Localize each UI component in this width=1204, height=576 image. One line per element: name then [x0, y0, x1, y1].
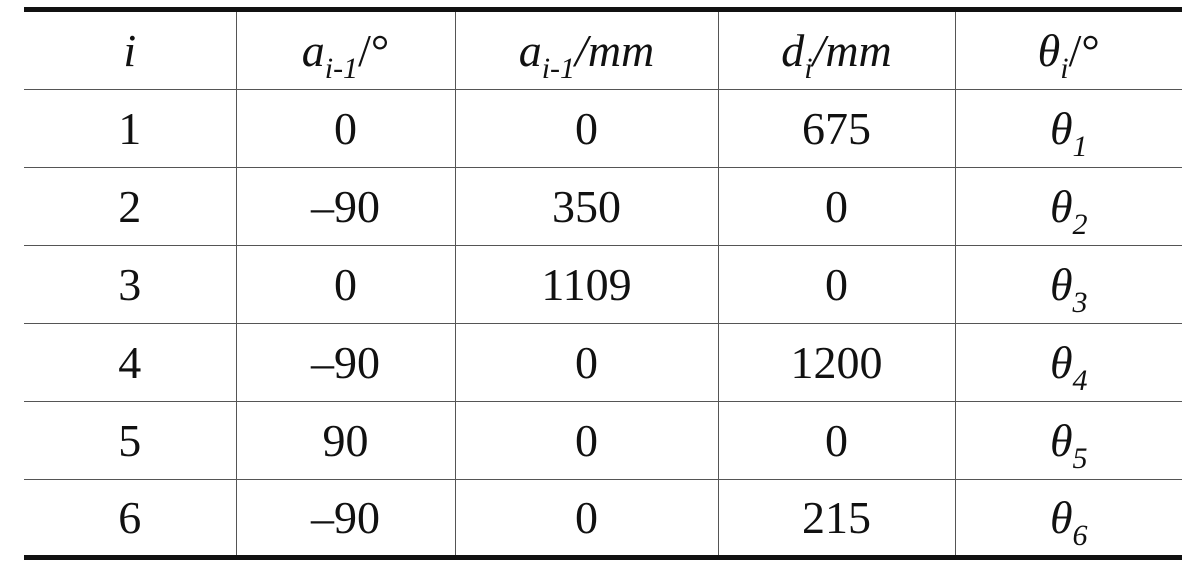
- subscript: 5: [1072, 442, 1088, 475]
- cell-text: 0: [334, 259, 357, 310]
- cell-text: 0: [825, 415, 848, 466]
- subscript: i-1: [324, 52, 359, 85]
- table-cell: 0: [717, 167, 956, 246]
- unit: /°: [358, 25, 390, 76]
- cell-text: 0: [825, 259, 848, 310]
- subscript: 4: [1072, 364, 1088, 397]
- table-row: 4 –90 0 1200 θ4: [24, 323, 1182, 402]
- table-row: 6 –90 0 215 θ6: [24, 479, 1182, 558]
- symbol: θ: [1049, 415, 1073, 466]
- table-header: i ai-1/° ai-1/mm di/mm θi/°: [24, 9, 1182, 90]
- table-cell: θ4: [954, 323, 1182, 402]
- subscript: 3: [1072, 286, 1088, 319]
- table-cell: 0: [454, 323, 719, 402]
- table-cell: 1200: [717, 323, 956, 402]
- table-cell: 0: [235, 245, 456, 324]
- cell-text: 6: [118, 492, 142, 543]
- cell-text: 350: [552, 181, 621, 232]
- header-cell: ai-1/°: [235, 9, 456, 90]
- cell-text: 90: [322, 415, 369, 466]
- cell-text: 0: [825, 181, 848, 232]
- table-cell: 0: [454, 89, 719, 168]
- table-cell: 0: [235, 89, 456, 168]
- cell-text: 1200: [790, 337, 883, 388]
- cell-text: 215: [802, 492, 871, 543]
- header-cell: i: [24, 9, 237, 90]
- table-cell: θ2: [954, 167, 1182, 246]
- subscript: 2: [1072, 208, 1088, 241]
- table-cell: 1109: [454, 245, 719, 324]
- cell-text: 0: [575, 103, 598, 154]
- symbol: i: [123, 25, 137, 76]
- cell-text: 5: [118, 415, 142, 466]
- table-cell: –90: [235, 167, 456, 246]
- cell-text: 0: [334, 103, 357, 154]
- header-cell: θi/°: [954, 9, 1182, 90]
- table-row: 5 90 0 0 θ5: [24, 401, 1182, 480]
- cell-text: 1: [118, 103, 142, 154]
- table-cell: 2: [24, 167, 237, 246]
- table-cell: θ1: [954, 89, 1182, 168]
- symbol: a: [518, 25, 542, 76]
- table-row: 1 0 0 675 θ1: [24, 89, 1182, 168]
- symbol: θ: [1037, 25, 1061, 76]
- table-cell: 0: [454, 401, 719, 480]
- symbol: d: [781, 25, 805, 76]
- unit: /mm: [575, 25, 655, 76]
- cell-text: 0: [575, 337, 598, 388]
- unit: /mm: [812, 25, 892, 76]
- table-row: 2 –90 350 0 θ2: [24, 167, 1182, 246]
- subscript: i: [804, 52, 813, 85]
- table-cell: 4: [24, 323, 237, 402]
- subscript: 1: [1072, 130, 1088, 163]
- table-cell: θ5: [954, 401, 1182, 480]
- table-cell: θ3: [954, 245, 1182, 324]
- table-cell: 3: [24, 245, 237, 324]
- table-cell: 6: [24, 479, 237, 558]
- cell-text: 2: [118, 181, 142, 232]
- cell-text: –90: [311, 181, 380, 232]
- symbol: θ: [1049, 259, 1073, 310]
- table-cell: 0: [454, 479, 719, 558]
- table-cell: 0: [717, 401, 956, 480]
- subscript: i: [1060, 52, 1069, 85]
- cell-text: 675: [802, 103, 871, 154]
- table-cell: 90: [235, 401, 456, 480]
- table-cell: –90: [235, 323, 456, 402]
- symbol: θ: [1049, 492, 1073, 543]
- symbol: θ: [1049, 103, 1073, 154]
- subscript: 6: [1072, 519, 1088, 552]
- subscript: i-1: [541, 52, 576, 85]
- symbol: a: [301, 25, 325, 76]
- table-body: 1 0 0 675 θ1 2 –90 350 0 θ2 3 0 1109 0 θ3 4 –90 0 1200 θ4 5 9…: [24, 89, 1182, 558]
- table-cell: θ6: [954, 479, 1182, 558]
- cell-text: 4: [118, 337, 142, 388]
- header-cell: ai-1/mm: [454, 9, 719, 90]
- table-cell: –90: [235, 479, 456, 558]
- cell-text: 0: [575, 415, 598, 466]
- header-row: i ai-1/° ai-1/mm di/mm θi/°: [24, 9, 1182, 90]
- cell-text: 3: [118, 259, 142, 310]
- table-cell: 350: [454, 167, 719, 246]
- header-cell: di/mm: [717, 9, 956, 90]
- table-cell: 215: [717, 479, 956, 558]
- cell-text: 1109: [541, 259, 632, 310]
- table-cell: 675: [717, 89, 956, 168]
- table-row: 3 0 1109 0 θ3: [24, 245, 1182, 324]
- cell-text: –90: [311, 492, 380, 543]
- cell-text: –90: [311, 337, 380, 388]
- symbol: θ: [1049, 181, 1073, 232]
- table-cell: 5: [24, 401, 237, 480]
- table-cell: 0: [717, 245, 956, 324]
- table-cell: 1: [24, 89, 237, 168]
- symbol: θ: [1049, 337, 1073, 388]
- dh-table: i ai-1/° ai-1/mm di/mm θi/° 1 0 0 675 θ1 2 –90 350 0…: [24, 7, 1182, 560]
- cell-text: 0: [575, 492, 598, 543]
- unit: /°: [1068, 25, 1100, 76]
